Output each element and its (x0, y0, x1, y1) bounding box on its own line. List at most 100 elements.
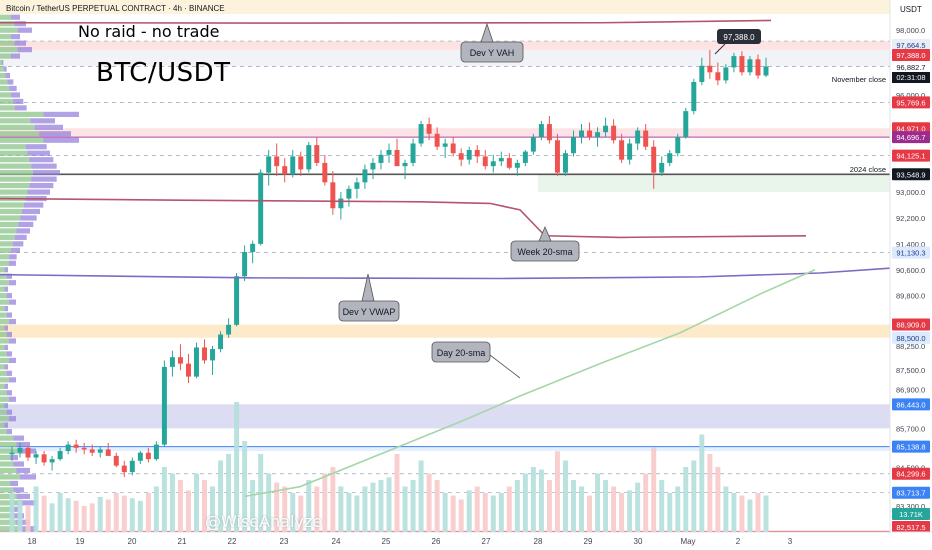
vp-bar-up (0, 344, 5, 351)
volume-bar (731, 493, 737, 532)
volume-bar (121, 495, 127, 532)
annotation-dev-y-vwap-text: Dev Y VWAP (343, 307, 396, 317)
x-tick-label: May (680, 537, 695, 546)
x-tick-label: 25 (382, 537, 391, 546)
vp-bar-up (0, 370, 7, 376)
vp-bar-up (0, 105, 15, 111)
price-level-tag (892, 521, 930, 533)
volume-bar (402, 486, 408, 532)
chart-title: BTC/USDT (96, 58, 231, 88)
candle-body (322, 162, 328, 183)
vp-bar-up (0, 170, 33, 176)
vp-bar-down (5, 72, 10, 79)
vp-bar-down (4, 364, 8, 370)
week-20-sma-line (0, 197, 807, 239)
vp-bar-up (0, 318, 9, 325)
volume-bar (105, 499, 111, 532)
candle-body (362, 169, 368, 183)
vp-bar-down (14, 105, 27, 111)
y-tick-label: 98,000.0 (896, 26, 925, 35)
candle-body (9, 452, 15, 455)
candle-body (675, 137, 681, 154)
volume-bar (113, 493, 119, 532)
volume-profile (0, 14, 79, 532)
candle-body (587, 130, 593, 138)
price-level-tag (892, 318, 930, 331)
vp-bar-up (0, 260, 9, 266)
x-tick-label: 30 (634, 537, 643, 546)
candle-body (426, 124, 432, 134)
volume-bar (530, 467, 536, 532)
vp-bar-up (0, 467, 17, 474)
vp-bar-down (16, 493, 30, 499)
price-level-tag (892, 398, 930, 411)
candle-body (410, 143, 416, 163)
volume-bar (627, 490, 633, 532)
volume-bar (370, 482, 376, 532)
vp-bar-down (30, 118, 55, 124)
candle-body (177, 357, 183, 364)
candle-body (763, 66, 769, 76)
volume-bar (266, 473, 272, 532)
high-price-tag-text: 97,388.0 (723, 33, 755, 42)
vp-bar-up (0, 448, 20, 454)
vp-bar-up (0, 241, 13, 247)
volume-bar (282, 486, 288, 532)
zone-blue-85k (0, 446, 890, 452)
x-tick-label: 3 (788, 537, 793, 546)
volume-bar (338, 486, 344, 532)
vp-bar-down (8, 396, 16, 402)
vp-bar-down (19, 500, 36, 506)
vp-bar-down (8, 280, 16, 286)
vp-bar-down (31, 176, 57, 182)
volume-bar (81, 506, 87, 532)
price-axis-bg (890, 0, 932, 550)
vp-bar-up (0, 34, 11, 40)
vp-bar-up (0, 454, 10, 461)
volume-bar (290, 493, 296, 532)
candle-body (667, 153, 673, 163)
volume-bar (659, 480, 665, 532)
vp-bar-down (6, 390, 12, 396)
candle-body (603, 125, 609, 133)
price-level-tag (892, 131, 930, 144)
candle-body (611, 125, 617, 141)
y-tick-label: 96,000.0 (896, 91, 925, 100)
candle-body (562, 153, 568, 173)
candle-body (137, 452, 143, 461)
volume-bar (546, 480, 552, 532)
volume-bar (603, 480, 609, 532)
price-level-tag (892, 331, 930, 344)
vp-bar-down (6, 351, 12, 357)
vp-bar-down (17, 47, 32, 53)
volume-bar (89, 503, 95, 532)
vp-bar-down (9, 254, 17, 260)
price-level-tag-text: 95,769.6 (896, 98, 925, 107)
vp-bar-down (9, 85, 17, 92)
vp-bar-down (8, 377, 16, 383)
volume-bar (418, 460, 424, 532)
vp-bar-up (0, 189, 28, 195)
annotation-dev-y-vwap-pointer (361, 273, 375, 302)
x-tick-label: 22 (228, 537, 237, 546)
vp-bar-up (0, 47, 18, 53)
annotation-week-20-sma-pointer (538, 225, 552, 242)
volume-bar (675, 486, 681, 532)
y-tick-label: 86,900.0 (896, 386, 925, 395)
volume-bar (33, 486, 39, 532)
candle-body (250, 243, 256, 252)
y-tick-label: 91,400.0 (896, 240, 925, 249)
vp-bar-up (0, 377, 9, 383)
volume-bar (458, 499, 464, 532)
vp-bar-up (0, 59, 2, 66)
candle-body (747, 59, 753, 73)
vp-bar-up (0, 351, 7, 357)
zone-top-red (0, 41, 890, 51)
candle-body (394, 149, 400, 167)
vp-bar-up (0, 331, 7, 338)
vp-bar-up (0, 325, 5, 331)
candle-body (530, 137, 536, 152)
candle-body (129, 460, 135, 473)
candle-body (17, 447, 23, 453)
